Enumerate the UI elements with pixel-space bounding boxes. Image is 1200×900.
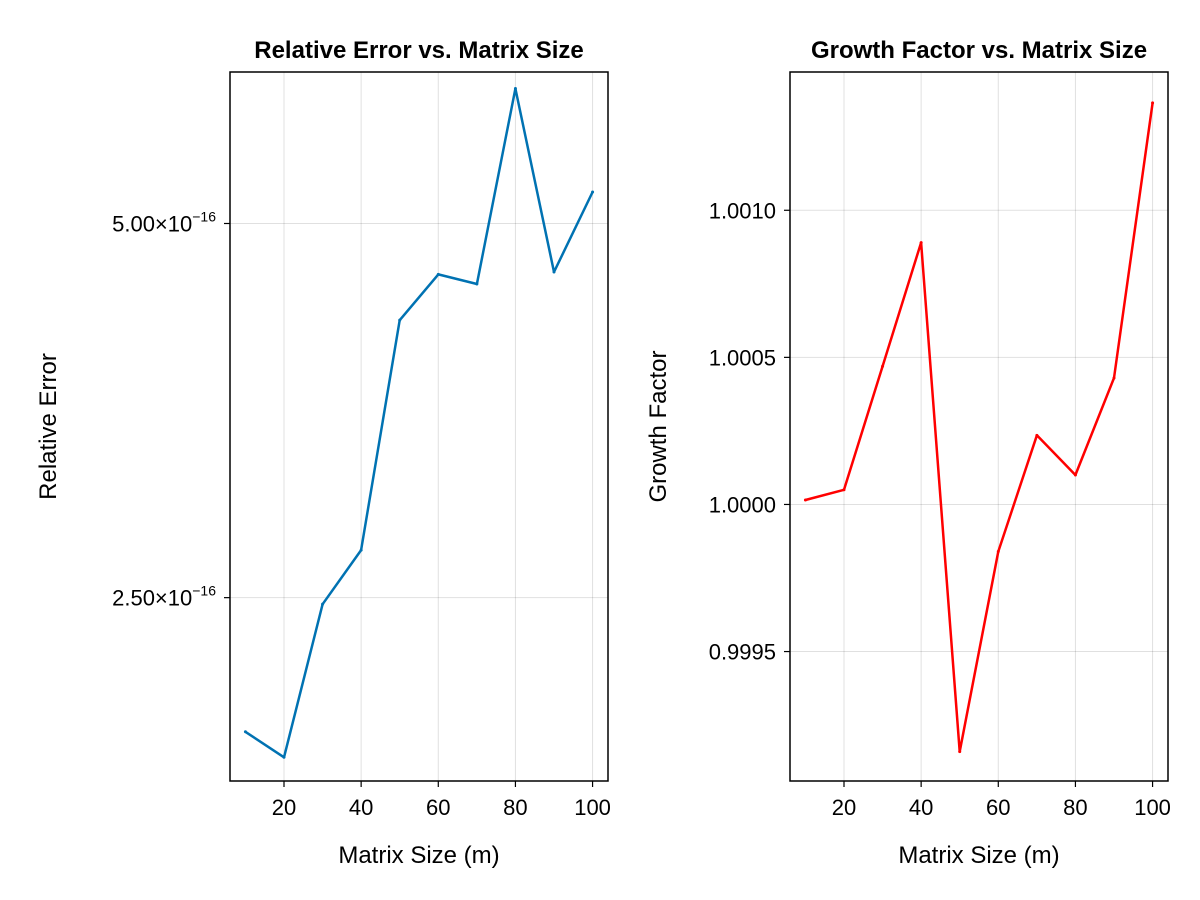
growth-factor-x-tick-label: 40 [909, 795, 933, 820]
growth-factor-x-tick-label: 100 [1134, 795, 1171, 820]
relative-error-data-point [591, 190, 595, 194]
growth-factor-y-tick-label: 1.0005 [709, 345, 776, 370]
relative-error-x-tick-label: 40 [349, 795, 373, 820]
growth-factor-panel: 20 40 60 80 100 0.9995 1.0000 1.0005 1.0010 Growt… [645, 37, 1171, 869]
growth-factor-x-tick-label: 80 [1063, 795, 1087, 820]
relative-error-data-point [282, 755, 286, 759]
growth-factor-y-axis-label: Growth Factor [645, 350, 672, 502]
growth-factor-data-point [842, 488, 846, 492]
relative-error-panel: 20 40 60 80 100 2.50×10−16 5.00×10−16 Relative … [35, 37, 611, 869]
growth-factor-plot-frame [789, 71, 1169, 782]
relative-error-data-point [436, 272, 440, 276]
relative-error-data-point [513, 87, 517, 91]
growth-factor-data-point [958, 750, 962, 754]
relative-error-x-tick-label: 80 [503, 795, 527, 820]
growth-factor-data-point [919, 241, 923, 245]
relative-error-plot-frame [229, 71, 609, 782]
growth-factor-data-point [996, 550, 1000, 554]
relative-error-chart-title: Relative Error vs. Matrix Size [254, 37, 583, 64]
growth-factor-series-line [805, 102, 1154, 753]
relative-error-y-tick-label: 5.00×10−16 [112, 208, 216, 236]
growth-factor-y-tick-label: 1.0010 [709, 198, 776, 223]
growth-factor-data-point [1035, 433, 1039, 437]
relative-error-x-axis-label: Matrix Size (m) [338, 842, 499, 869]
growth-factor-y-tick-label: 1.0000 [709, 492, 776, 517]
relative-error-data-point [243, 730, 247, 734]
relative-error-y-tick-label: 2.50×10−16 [112, 583, 216, 611]
growth-factor-y-tick-label: 0.9995 [709, 640, 776, 665]
relative-error-data-point [359, 548, 363, 552]
growth-factor-data-point [1151, 101, 1155, 105]
relative-error-data-point [321, 602, 325, 606]
growth-factor-data-point [803, 498, 807, 502]
growth-factor-x-tick-label: 20 [832, 795, 856, 820]
growth-factor-data-point [1073, 473, 1077, 477]
relative-error-x-tick-label: 100 [574, 795, 611, 820]
relative-error-series-line [244, 87, 594, 759]
growth-factor-x-tick-label: 60 [986, 795, 1010, 820]
relative-error-data-point [398, 318, 402, 322]
growth-factor-chart-title: Growth Factor vs. Matrix Size [811, 37, 1147, 64]
relative-error-x-tick-label: 20 [272, 795, 296, 820]
relative-error-x-tick-label: 60 [426, 795, 450, 820]
growth-factor-x-axis-label: Matrix Size (m) [898, 842, 1059, 869]
growth-factor-data-point [1112, 376, 1116, 380]
relative-error-data-point [552, 270, 556, 274]
relative-error-y-axis-label: Relative Error [35, 353, 62, 500]
growth-factor-data-point [881, 364, 885, 368]
relative-error-data-point [475, 282, 479, 286]
